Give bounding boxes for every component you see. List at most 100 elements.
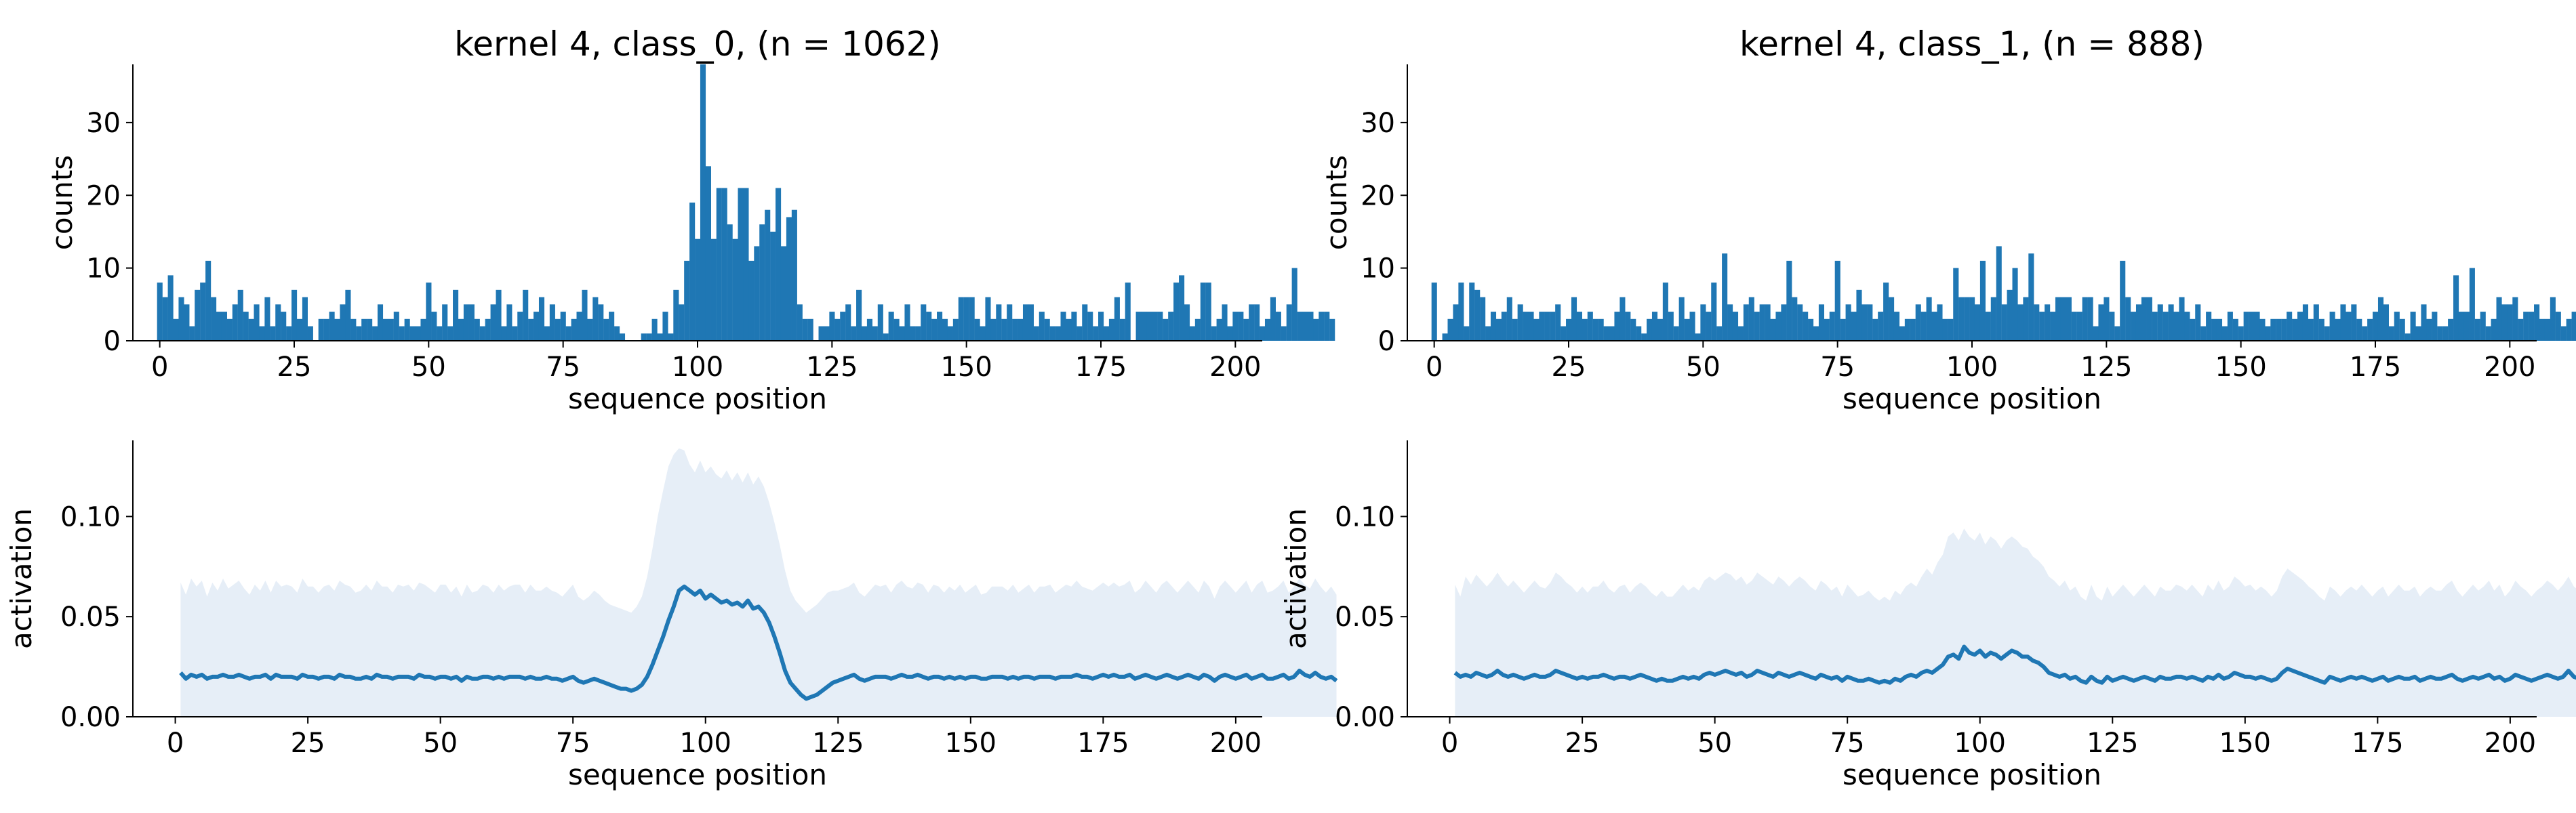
histogram-bar xyxy=(1260,326,1266,341)
histogram-bar xyxy=(1781,304,1787,341)
x-axis-label: sequence position xyxy=(1843,382,2101,415)
histogram-bar xyxy=(679,304,685,341)
histogram-bar xyxy=(237,289,243,341)
histogram-bar xyxy=(1480,297,1486,341)
histogram-bar xyxy=(689,203,696,341)
histogram-bar xyxy=(512,326,518,341)
histogram-bar xyxy=(157,283,163,341)
histogram-bar xyxy=(2437,326,2443,341)
histogram-bar xyxy=(426,283,432,341)
y-tick-label: 20 xyxy=(1361,180,1395,211)
x-tick-label: 0 xyxy=(151,352,168,383)
histogram-bar xyxy=(2162,312,2169,341)
x-tick-label: 75 xyxy=(546,352,580,383)
histogram-bar xyxy=(517,312,523,341)
histogram-bar xyxy=(1071,312,1077,341)
histogram-bar xyxy=(2544,318,2550,341)
histogram-bar xyxy=(2491,318,2497,341)
histogram-bar xyxy=(1840,318,1846,341)
histogram-bar xyxy=(2120,260,2126,341)
histogram-bar xyxy=(1889,297,1895,341)
histogram-bar xyxy=(1803,312,1809,341)
histogram-bar xyxy=(211,297,217,341)
histogram-bar xyxy=(834,318,841,341)
histogram-bar xyxy=(1506,297,1512,341)
histogram-bar xyxy=(1319,312,1325,341)
histogram-bar xyxy=(2125,297,2131,341)
y-tick-label: 0 xyxy=(104,326,121,357)
histogram-bar xyxy=(937,312,943,341)
x-tick-label: 200 xyxy=(2484,728,2536,759)
histogram-bar xyxy=(1012,318,1018,341)
x-tick-label: 150 xyxy=(945,728,997,759)
histogram-bar xyxy=(1775,312,1782,341)
histogram-bar xyxy=(226,318,233,341)
histogram-bar xyxy=(1872,318,1878,341)
histogram-bar xyxy=(1910,318,1916,341)
y-axis-label: activation xyxy=(1279,508,1312,649)
histogram-bar xyxy=(549,304,555,341)
x-tick-label: 0 xyxy=(167,728,184,759)
histogram-bar xyxy=(1754,312,1760,341)
histogram-bar xyxy=(721,188,727,341)
histogram-bar xyxy=(990,318,997,341)
histogram-bar xyxy=(377,304,384,341)
histogram-bar xyxy=(1114,297,1120,341)
histogram-bar xyxy=(2114,326,2120,341)
histogram-bar xyxy=(743,188,749,341)
histogram-bar xyxy=(856,289,862,341)
histogram-bar xyxy=(2259,318,2266,341)
histogram-bar xyxy=(1291,268,1297,341)
histogram-bar xyxy=(710,238,717,341)
histogram-bar xyxy=(732,238,738,341)
histogram-bar xyxy=(1270,297,1276,341)
histogram-bar xyxy=(759,224,765,341)
x-tick-label: 25 xyxy=(291,728,325,759)
histogram-bar xyxy=(2458,312,2465,341)
histogram-bar xyxy=(1759,304,1765,341)
histogram-bar xyxy=(2017,304,2024,341)
histogram-bar xyxy=(786,217,792,341)
histogram-bar xyxy=(506,304,512,341)
histogram-bar xyxy=(259,326,265,341)
histogram-bar xyxy=(544,326,550,341)
histogram-bar xyxy=(1582,318,1588,341)
histogram-bar xyxy=(323,318,329,341)
histogram-bar xyxy=(2367,318,2373,341)
histogram-bar xyxy=(942,318,948,341)
histogram-bar xyxy=(286,326,292,341)
histogram-bar xyxy=(372,326,378,341)
histogram-bar xyxy=(2034,304,2040,341)
histogram-bar xyxy=(1286,304,1292,341)
histogram-bar xyxy=(963,297,969,341)
histogram-bar xyxy=(345,289,351,341)
histogram-bar xyxy=(1641,333,1647,341)
histogram-bar xyxy=(2060,297,2066,341)
histogram-bar xyxy=(1625,312,1631,341)
histogram-bar xyxy=(915,326,921,341)
histogram-bar xyxy=(2383,304,2389,341)
histogram-bar xyxy=(2104,297,2110,341)
histogram-bar xyxy=(302,297,308,341)
histogram-bar xyxy=(1313,318,1319,341)
x-tick-label: 100 xyxy=(1946,352,1998,383)
histogram-bar xyxy=(2410,312,2416,341)
histogram-bar xyxy=(1093,326,1099,341)
histogram-bar xyxy=(2087,297,2093,341)
panel-class0-activation: 0 25 50 75 100 125 150 175 200 0.00 0.05 0.10 sequen… xyxy=(5,440,1338,791)
histogram-bar xyxy=(538,297,545,341)
histogram-bar xyxy=(1958,297,1965,341)
histogram-bar xyxy=(1308,312,1314,341)
histogram-bar xyxy=(931,318,938,341)
y-tick-label: 30 xyxy=(1361,108,1395,139)
histogram-bar xyxy=(2415,326,2421,341)
x-tick-label: 50 xyxy=(1697,728,1732,759)
histogram-bar xyxy=(2335,318,2341,341)
histogram-bar xyxy=(1125,283,1131,341)
histogram-bar xyxy=(684,260,690,341)
histogram-bar xyxy=(851,326,857,341)
histogram-bar xyxy=(2276,318,2282,341)
histogram-bar xyxy=(765,209,771,341)
histogram-bar xyxy=(2066,297,2072,341)
x-tick-label: 25 xyxy=(1565,728,1600,759)
